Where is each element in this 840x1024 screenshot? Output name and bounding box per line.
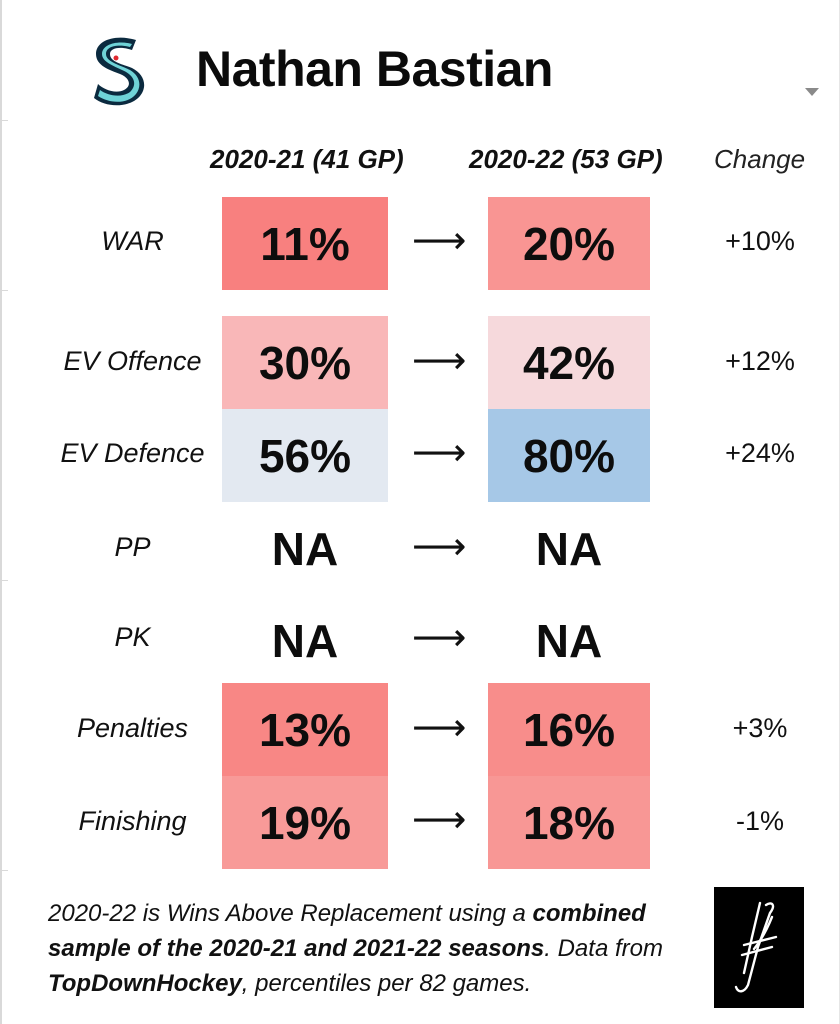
row-label-penalties: Penalties (76, 713, 189, 743)
sheet-gridline-left (0, 0, 2, 1024)
arrow-icon: ⟶ (412, 526, 467, 568)
arrow-icon: ⟶ (412, 432, 467, 474)
footnote-source: TopDownHockey (48, 970, 242, 997)
footnote: 2020-22 is Wins Above Replacement using … (48, 896, 688, 1001)
finishing-season1-cell: 19% (222, 776, 388, 869)
arrow-icon: ⟶ (412, 617, 467, 659)
footnote-text: , percentiles per 82 games. (241, 970, 532, 997)
kraken-s-logo-icon (94, 37, 145, 106)
sheet-gridline (0, 120, 8, 121)
ev-offence-season2-cell: 42% (488, 316, 650, 409)
column-header-season2: 2020-22 (53 GP) (469, 144, 663, 174)
row-label-ev-offence: EV Offence (63, 346, 202, 376)
footnote-text: . Data from (544, 935, 663, 962)
ev-offence-change: +12% (725, 346, 795, 376)
row-label-finishing: Finishing (78, 806, 187, 836)
sheet-gridline (0, 290, 8, 291)
sheet-gridline (0, 870, 8, 871)
war-change: +10% (725, 226, 795, 256)
footnote-bold: combined sample of the 2020-21 and 2021-… (48, 900, 646, 962)
ev-defence-season2-cell: 80% (488, 409, 650, 502)
ev-offence-season1-cell: 30% (222, 316, 388, 409)
penalties-season1-cell: 13% (222, 683, 388, 776)
finishing-change: -1% (735, 806, 784, 836)
arrow-icon: ⟶ (412, 707, 467, 749)
column-header-change: Change (714, 144, 806, 174)
pk-season1-cell: NA (271, 614, 339, 667)
war-season1-cell: 11% (222, 197, 388, 290)
row-label-pp: PP (114, 532, 151, 562)
ev-defence-change: +24% (725, 438, 795, 468)
pp-season1-cell: NA (271, 522, 339, 575)
arrow-icon: ⟶ (412, 340, 467, 382)
penalties-change: +3% (732, 713, 788, 743)
pp-season2-cell: NA (535, 522, 603, 575)
row-label-ev-defence: EV Defence (60, 438, 205, 468)
ev-defence-season1-cell: 56% (222, 409, 388, 502)
row-label-pk: PK (114, 622, 151, 652)
player-name: Nathan Bastian (196, 41, 553, 97)
footnote-text: 2020-22 is Wins Above Replacement using … (48, 900, 533, 927)
monogram-glyph (734, 901, 778, 993)
pk-season2-cell: NA (535, 614, 603, 667)
penalties-season2-cell: 16% (488, 683, 650, 776)
sheet-gridline (0, 580, 8, 581)
column-header-season1: 2020-21 (41 GP) (210, 144, 404, 174)
arrow-icon: ⟶ (412, 220, 467, 262)
finishing-season2-cell: 18% (488, 776, 650, 869)
chevron-down-icon[interactable] (805, 88, 819, 96)
war-season2-cell: 20% (488, 197, 650, 290)
arrow-icon: ⟶ (412, 799, 467, 841)
row-label-war: WAR (101, 226, 164, 256)
jfresh-monogram-icon (714, 887, 804, 1008)
